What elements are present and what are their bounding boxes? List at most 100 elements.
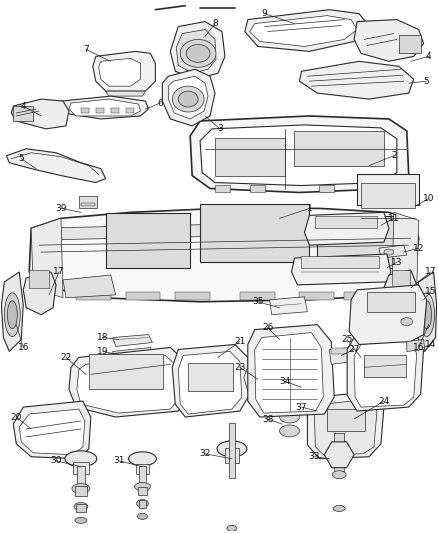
Bar [250,184,265,192]
Polygon shape [255,333,323,413]
Bar [369,184,384,192]
Text: 17: 17 [425,268,436,277]
Text: 37: 37 [296,402,307,411]
Bar [188,364,233,391]
Ellipse shape [65,451,97,467]
Bar [73,462,89,474]
Polygon shape [407,340,425,351]
Polygon shape [384,270,417,316]
Polygon shape [304,212,389,245]
Polygon shape [245,10,367,51]
Ellipse shape [74,503,88,511]
Bar [126,292,160,300]
Polygon shape [77,356,180,413]
Ellipse shape [4,293,20,336]
Bar [138,466,146,483]
Bar [315,216,377,228]
Text: 17: 17 [53,268,65,277]
Polygon shape [113,335,152,346]
Text: 22: 22 [60,353,71,362]
Text: 19: 19 [97,347,109,356]
Polygon shape [354,340,417,407]
Ellipse shape [186,44,210,62]
Polygon shape [415,272,437,351]
Bar [106,213,190,268]
Bar [318,216,397,268]
Text: 10: 10 [423,194,434,203]
Text: 4: 4 [21,102,26,110]
Text: 11: 11 [388,214,399,223]
Polygon shape [392,212,419,298]
Text: 32: 32 [199,449,211,458]
Text: 7: 7 [83,45,89,54]
Ellipse shape [72,483,90,494]
Text: 16: 16 [413,343,424,352]
Ellipse shape [137,499,148,507]
Text: 34: 34 [279,377,290,386]
Bar [334,433,344,471]
Bar [294,131,384,166]
Polygon shape [7,149,106,182]
Ellipse shape [180,39,216,67]
Polygon shape [19,409,85,455]
Text: 1: 1 [307,204,312,213]
Ellipse shape [217,441,247,457]
Bar [81,204,95,206]
Bar [215,184,230,192]
Bar [301,256,379,268]
Bar [138,487,148,495]
Polygon shape [304,404,333,417]
Ellipse shape [419,293,434,336]
Text: 20: 20 [11,413,22,422]
Polygon shape [172,344,250,417]
Polygon shape [31,220,414,240]
Polygon shape [69,348,188,417]
Bar [79,197,97,208]
Polygon shape [347,332,424,411]
Bar [225,448,239,463]
Text: 27: 27 [348,345,360,354]
Text: 25: 25 [342,335,353,344]
Text: 24: 24 [378,397,389,406]
Text: 5: 5 [18,154,24,163]
Polygon shape [113,348,153,361]
Text: 18: 18 [97,333,109,342]
Polygon shape [354,20,424,61]
Bar [367,292,415,312]
Polygon shape [250,15,357,46]
Polygon shape [190,116,409,192]
Bar [319,184,334,192]
Text: 38: 38 [262,415,273,424]
Bar [75,486,87,496]
Ellipse shape [75,518,87,523]
Bar [327,409,365,431]
Ellipse shape [384,249,394,255]
Polygon shape [69,99,141,116]
Text: 26: 26 [262,323,273,332]
Ellipse shape [129,452,156,466]
Polygon shape [379,245,407,258]
Polygon shape [168,76,208,119]
Bar [13,106,33,121]
Bar [361,182,415,208]
Bar [364,356,406,377]
Bar [200,204,309,262]
Bar [138,500,146,508]
Polygon shape [13,401,91,459]
Polygon shape [93,51,155,91]
Bar [96,108,104,113]
Polygon shape [63,275,116,298]
Ellipse shape [279,411,300,423]
Ellipse shape [422,301,431,329]
Text: 14: 14 [425,340,436,349]
Text: 23: 23 [234,363,246,372]
Bar [357,174,419,205]
Bar [29,270,49,288]
Polygon shape [11,99,69,129]
Ellipse shape [172,86,204,112]
Ellipse shape [279,425,300,437]
Text: 3: 3 [217,124,223,133]
Polygon shape [270,374,296,411]
Ellipse shape [7,301,17,329]
Bar [81,108,89,113]
